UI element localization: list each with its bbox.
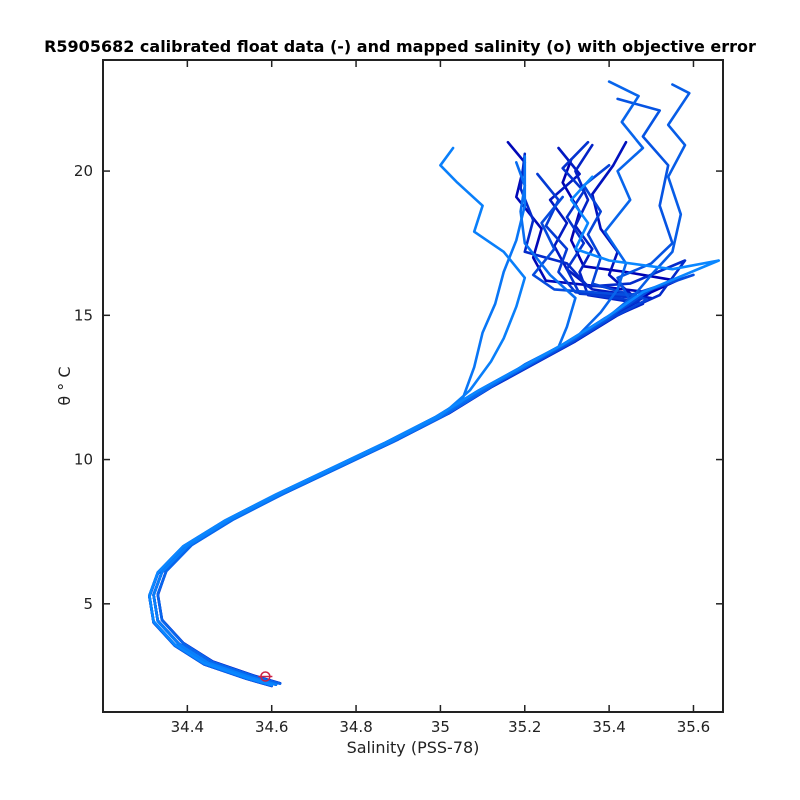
mapped-salinity-layer: [258, 671, 273, 682]
y-tick-label: 20: [74, 162, 93, 180]
x-tick-label: 35.4: [592, 718, 625, 736]
y-axis-label: θ ° C: [55, 366, 74, 405]
profile-line-17: [148, 175, 721, 687]
series-layer: [148, 80, 721, 688]
plot-frame: [102, 59, 724, 713]
x-tick-label: 34.6: [255, 718, 288, 736]
profile-line-13: [156, 80, 645, 686]
x-tick-label: 35.6: [677, 718, 710, 736]
x-tick-label: 34.4: [171, 718, 204, 736]
y-axis: 5 10 15 20: [74, 162, 723, 613]
x-tick-label: 34.8: [339, 718, 372, 736]
y-tick-label: 5: [83, 595, 93, 613]
x-axis-label: Salinity (PSS-78): [347, 738, 480, 757]
y-tick-label: 15: [74, 306, 93, 324]
profile-line-16: [152, 146, 527, 686]
x-tick-label: 35: [431, 718, 450, 736]
x-tick-label: 35.2: [508, 718, 541, 736]
y-tick-label: 10: [74, 451, 93, 469]
x-axis: 34.4 34.6 34.8 35 35.2 35.4 35.6: [171, 60, 710, 736]
chart-title: R5905682 calibrated float data (-) and m…: [44, 37, 756, 56]
